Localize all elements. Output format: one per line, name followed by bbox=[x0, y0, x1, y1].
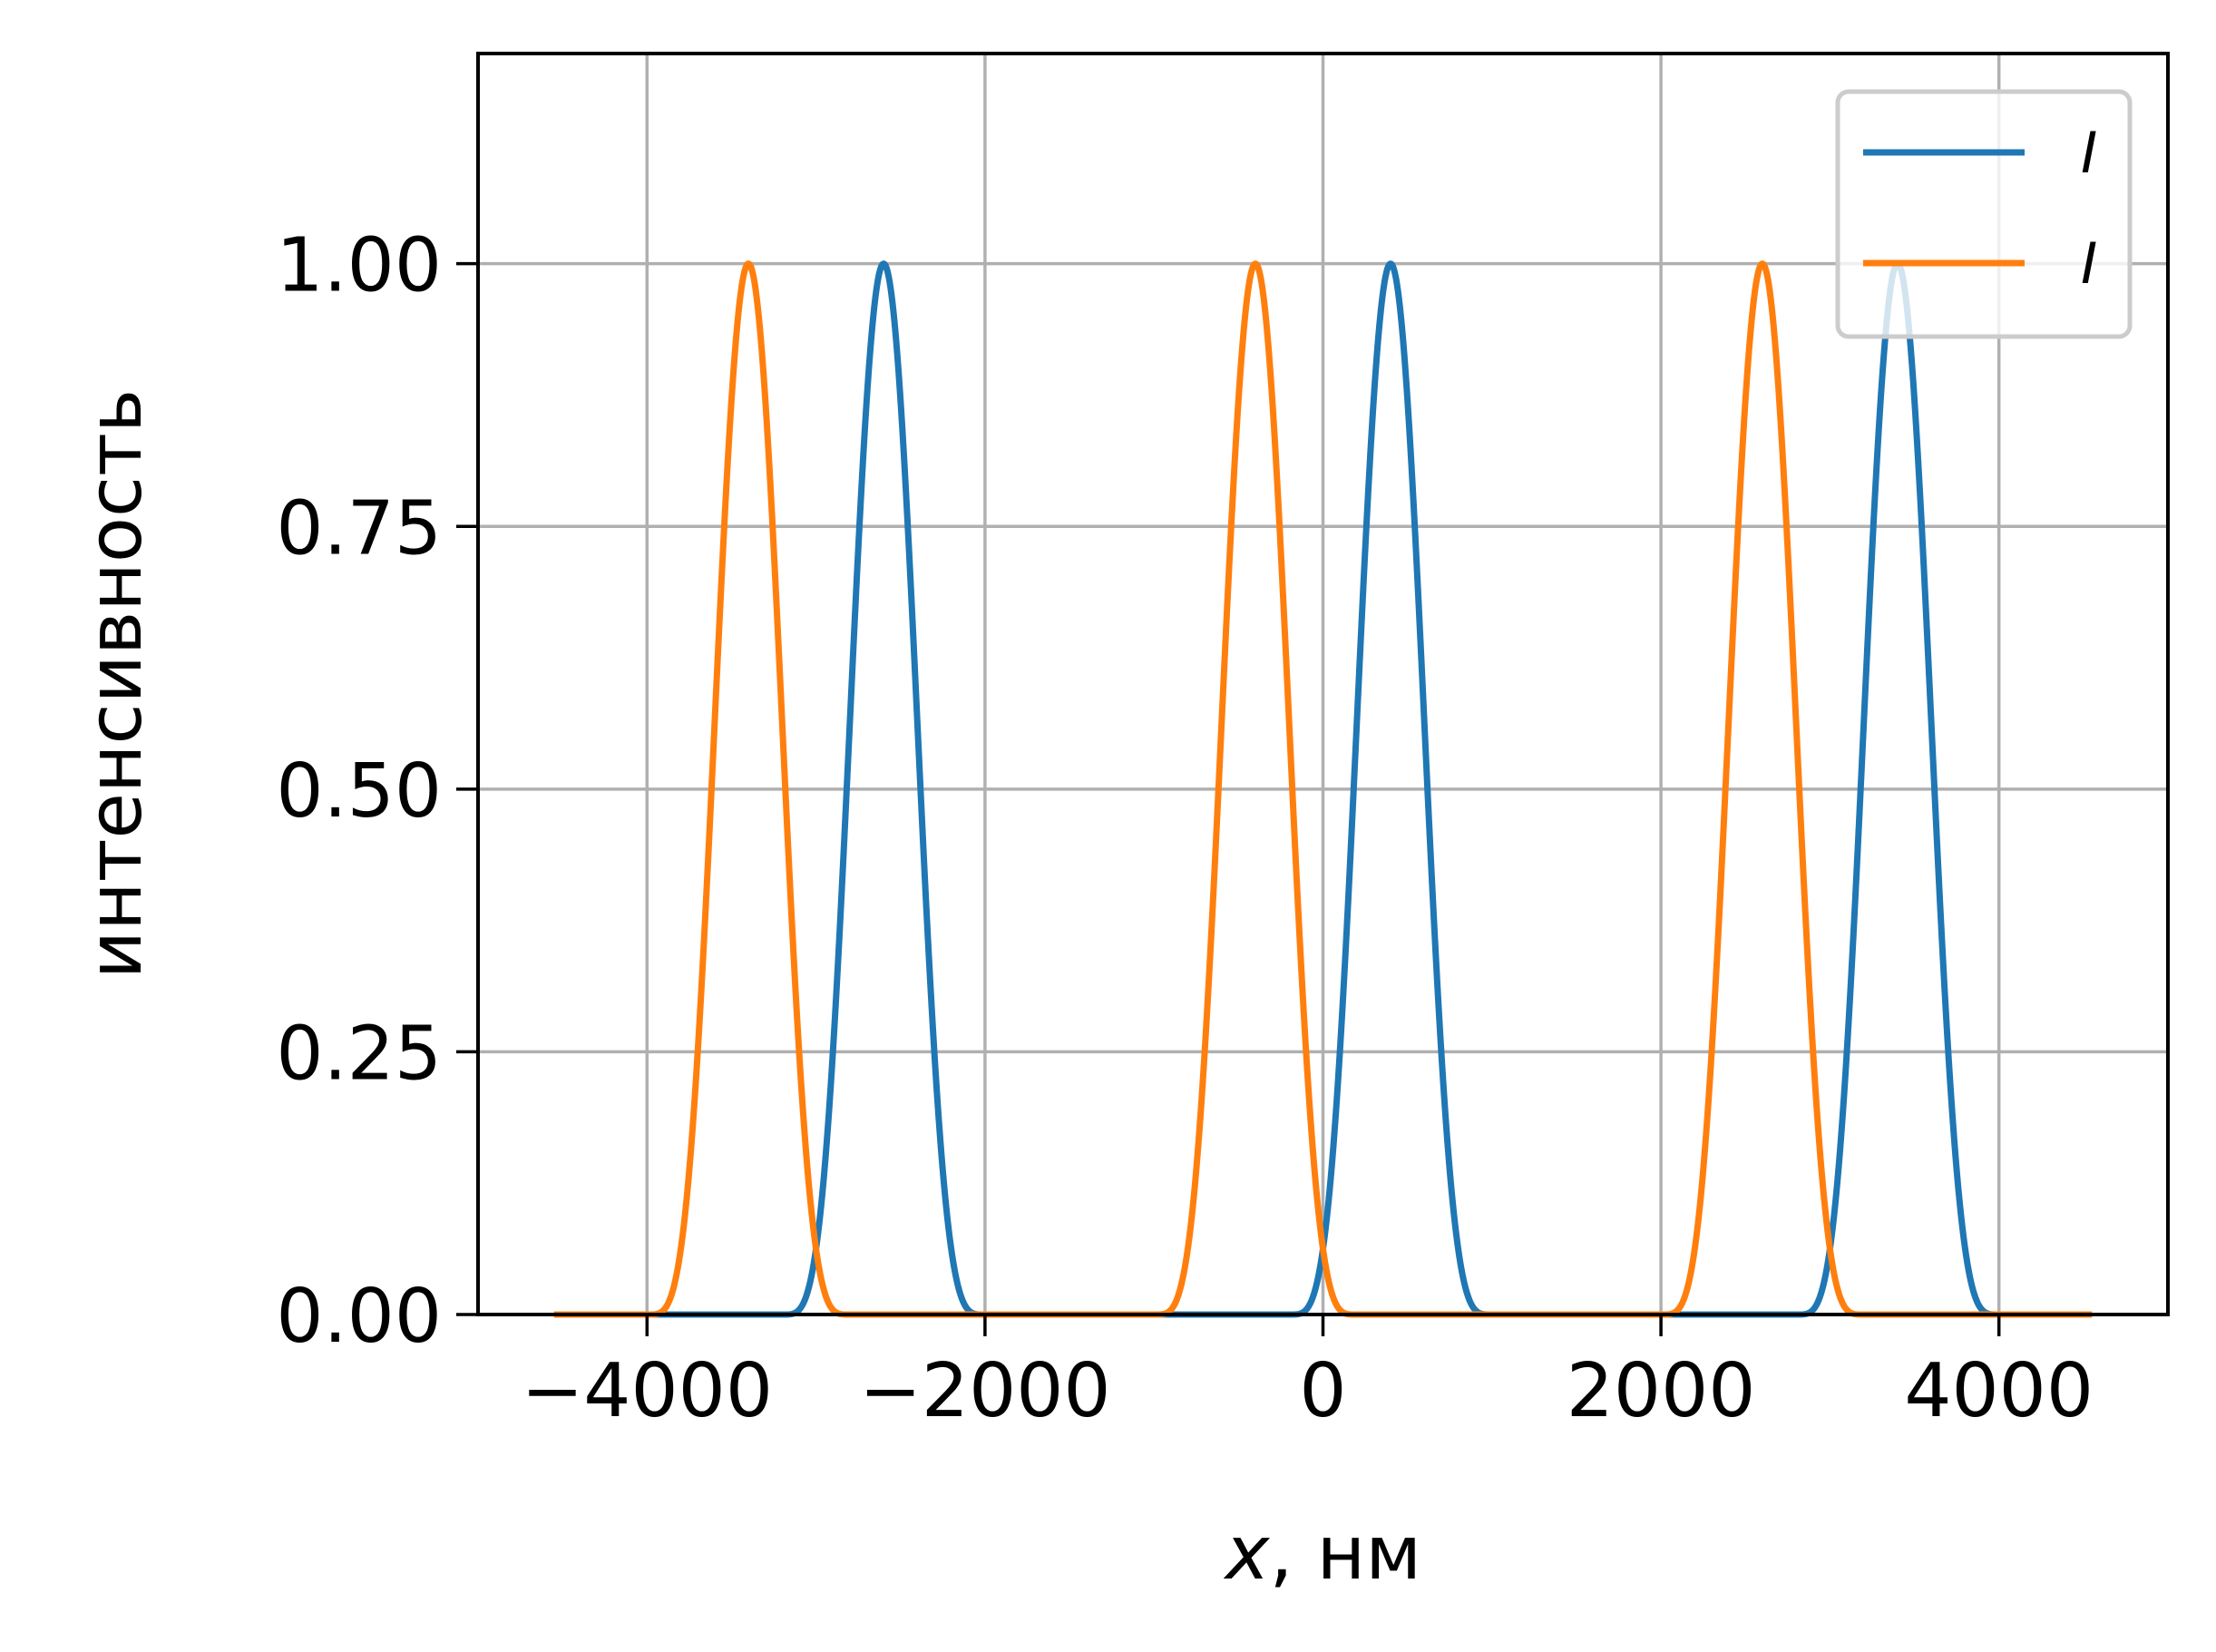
x-tick-label: 0 bbox=[1299, 1348, 1346, 1434]
series-line-2 bbox=[552, 260, 2094, 1318]
tick-labels: −4000 −2000 0 2000 4000 0.00 0.25 0.50 0.75 1.00 bbox=[276, 223, 2094, 1434]
x-axis-label-unit: , нм bbox=[1269, 1510, 1421, 1597]
x-tick-label: 2000 bbox=[1567, 1348, 1756, 1434]
x-tick-label: −2000 bbox=[859, 1348, 1110, 1434]
series-group bbox=[552, 260, 2094, 1318]
legend: I I bbox=[1835, 89, 2133, 339]
x-tick-label: −4000 bbox=[522, 1348, 773, 1434]
y-tick-label: 0.25 bbox=[276, 1011, 442, 1097]
y-tick-label: 1.00 bbox=[276, 223, 442, 309]
legend-label-series-1: I bbox=[2081, 120, 2097, 186]
legend-label-series-2: I bbox=[2081, 230, 2097, 297]
x-axis-label: x, нм bbox=[1223, 1510, 1421, 1597]
ticks bbox=[456, 261, 2001, 1336]
y-tick-label: 0.75 bbox=[276, 485, 442, 572]
y-axis-label: интенсивность bbox=[73, 389, 159, 979]
y-tick-label: 0.50 bbox=[276, 748, 442, 835]
y-tick-label: 0.00 bbox=[276, 1274, 442, 1360]
x-tick-label: 4000 bbox=[1904, 1348, 2094, 1434]
x-axis-label-variable: x bbox=[1223, 1510, 1271, 1597]
